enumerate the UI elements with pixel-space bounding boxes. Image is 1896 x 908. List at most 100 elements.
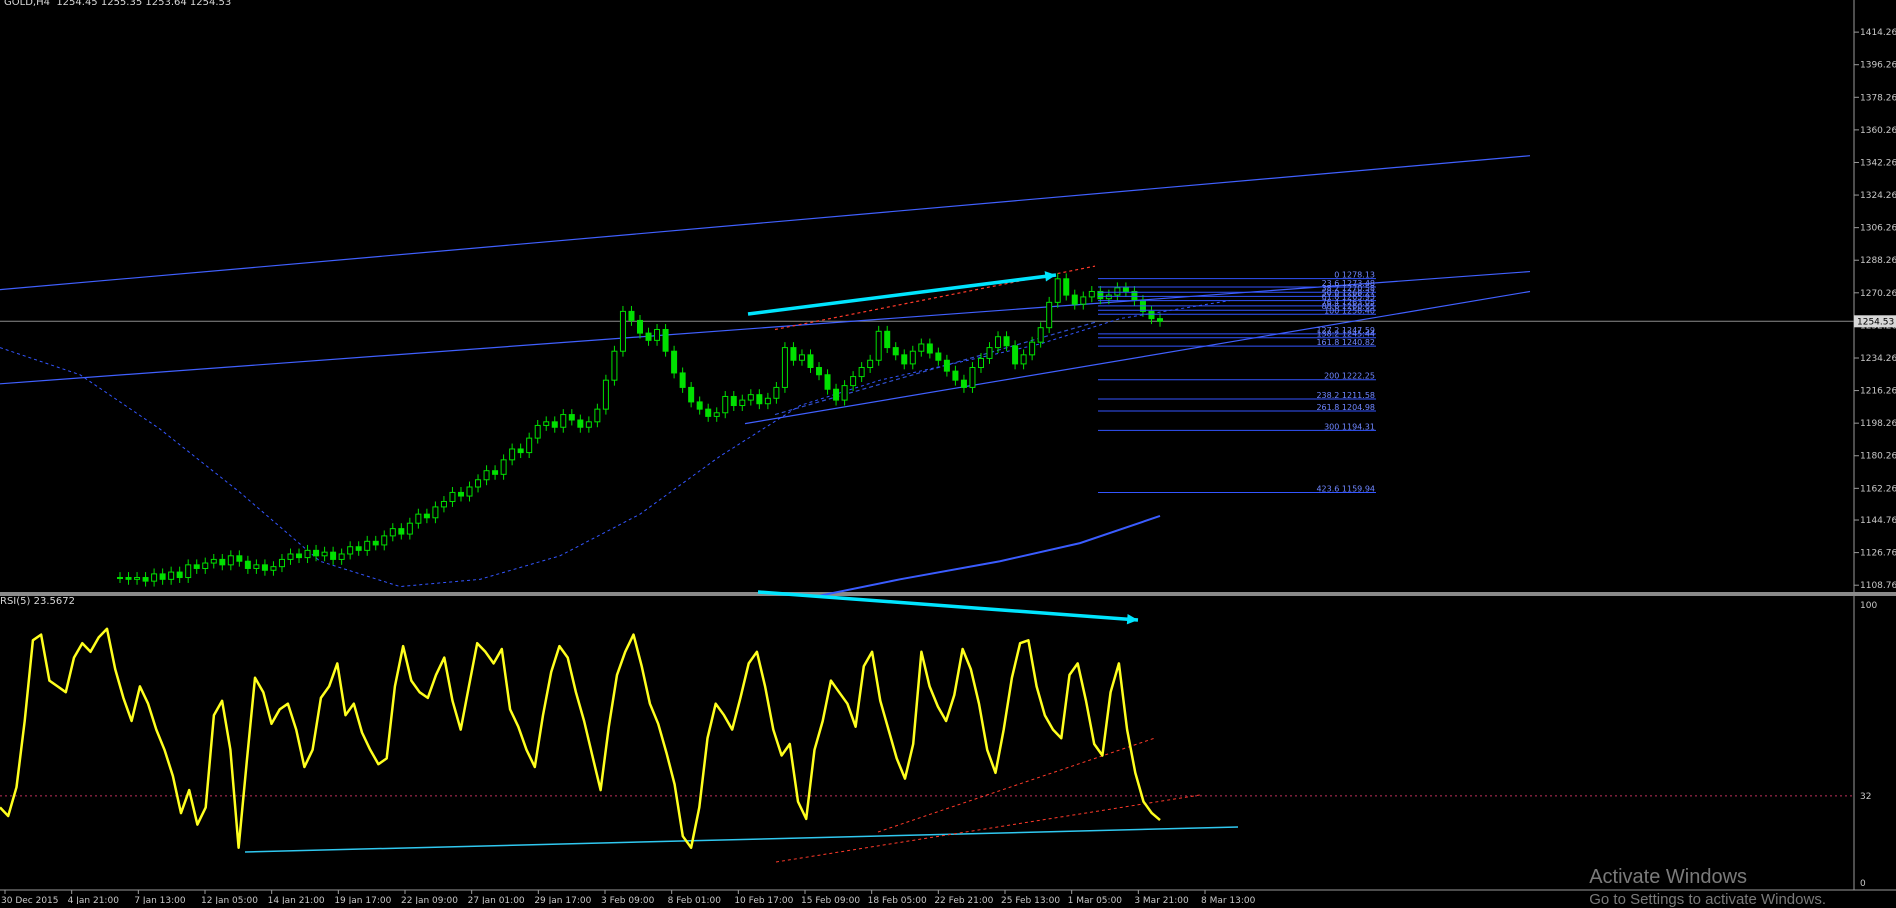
candle-body (1063, 278, 1070, 296)
candle-body (270, 566, 277, 571)
pane-separator (0, 592, 1896, 596)
time-tick-label: 8 Feb 01:00 (668, 896, 722, 904)
candle-body (253, 564, 260, 569)
candle-body (1012, 345, 1019, 365)
candle-body (1114, 287, 1121, 296)
candle-body (313, 549, 320, 557)
candle-body (654, 328, 661, 341)
candle-body (449, 491, 456, 502)
candle-body (304, 549, 311, 559)
candle-body (560, 414, 567, 428)
candle-body (142, 577, 149, 582)
candle-body (867, 359, 874, 369)
rsi-trend-line (877, 737, 1156, 833)
candle-body (884, 330, 891, 349)
candle-body (415, 513, 422, 524)
candle-body (492, 470, 499, 475)
fibonacci-level-label: 50.0 1268.27 (1322, 288, 1375, 297)
candle-body (1088, 290, 1095, 298)
time-tick-label: 10 Feb 17:00 (734, 896, 793, 904)
candle-body (381, 535, 388, 546)
candle-body (568, 414, 575, 421)
price-tick-label: 1324.26 (1860, 191, 1896, 201)
moving-average-line (0, 300, 1231, 588)
candle-body (1122, 287, 1129, 292)
symbol-label: GOLD,H4 (4, 0, 50, 8)
candle-body (483, 470, 490, 481)
price-tick-label: 1126.76 (1860, 549, 1896, 559)
time-tick-label: 30 Dec 2015 (1, 896, 59, 904)
candle-body (244, 560, 251, 569)
fibonacci-level-label: 61.8 1265.93 (1322, 293, 1375, 302)
rsi-support-line (244, 826, 1239, 853)
long-moving-average-line (819, 515, 1161, 597)
candle-body (824, 374, 831, 390)
price-tick-label: 1144.76 (1860, 516, 1896, 526)
candle-body (662, 328, 669, 352)
candle-body (713, 412, 720, 417)
candle-body (619, 310, 626, 352)
candle-body (943, 359, 950, 372)
candle-body (1054, 278, 1061, 303)
time-tick-label: 3 Feb 09:00 (601, 896, 655, 904)
candle-body (995, 336, 1002, 349)
candle-body (185, 564, 192, 579)
price-tick-label: 1270.26 (1860, 289, 1896, 299)
candle-body (892, 347, 899, 356)
fibonacci-level-label: 138.2 1245.44 (1316, 330, 1375, 339)
time-tick-label: 22 Feb 21:00 (934, 896, 993, 904)
time-tick-label: 3 Mar 21:00 (1134, 896, 1189, 904)
candle-body (781, 347, 788, 388)
candle-body (977, 357, 984, 369)
price-tick-label: 1360.26 (1860, 126, 1896, 136)
price-divergence-arrow-shaft (747, 273, 1057, 316)
time-tick-label: 8 Mar 13:00 (1201, 896, 1256, 904)
fibonacci-level-label: 76.4 1263.05 (1322, 298, 1375, 307)
price-tick-label: 1342.26 (1860, 158, 1896, 168)
current-price-label: 1254.53 (1857, 317, 1894, 327)
time-tick-label: 19 Jan 17:00 (334, 896, 391, 904)
candle-body (202, 562, 209, 569)
rsi-tick-label: 32 (1860, 792, 1871, 802)
candle-body (935, 352, 942, 361)
candle-body (389, 528, 396, 537)
candle-body (1029, 341, 1036, 356)
rsi-trend-line (775, 794, 1201, 863)
candle-body (526, 437, 533, 454)
candle-body (321, 551, 328, 557)
candle-body (875, 330, 882, 361)
candle-body (551, 421, 558, 428)
candle-body (534, 424, 541, 439)
candle-body (151, 573, 158, 582)
time-tick-label: 29 Jan 17:00 (534, 896, 591, 904)
price-tick-label: 1378.26 (1860, 93, 1896, 103)
candle-body (1037, 327, 1044, 343)
candle-body (816, 367, 823, 376)
fibonacci-level-label: 100 1258.40 (1324, 306, 1375, 315)
candle-body (219, 558, 226, 566)
candle-body (730, 395, 737, 407)
candle-body (517, 448, 524, 454)
time-tick-label: 14 Jan 21:00 (268, 896, 325, 904)
candle-body (688, 386, 695, 403)
price-tick-label: 1234.26 (1860, 354, 1896, 364)
candle-body (952, 370, 959, 381)
candle-body (611, 350, 618, 381)
candle-body (594, 408, 601, 423)
candle-body (1148, 310, 1155, 320)
candle-body (432, 506, 439, 519)
price-tick-label: 1108.76 (1860, 581, 1896, 591)
candle-body (602, 379, 609, 410)
candle-body (457, 491, 464, 497)
price-tick-label: 1180.26 (1860, 452, 1896, 462)
candle-body (193, 564, 200, 569)
price-tick-label: 1198.26 (1860, 419, 1896, 429)
time-tick-label: 25 Feb 13:00 (1001, 896, 1060, 904)
candle-body (261, 564, 268, 571)
rsi-value: 23.5672 (33, 596, 75, 607)
candle-body (347, 546, 354, 555)
trend-line (744, 290, 1531, 425)
price-tick-label: 1414.26 (1860, 28, 1896, 38)
fibonacci-level-label: 200 1222.25 (1324, 372, 1375, 381)
